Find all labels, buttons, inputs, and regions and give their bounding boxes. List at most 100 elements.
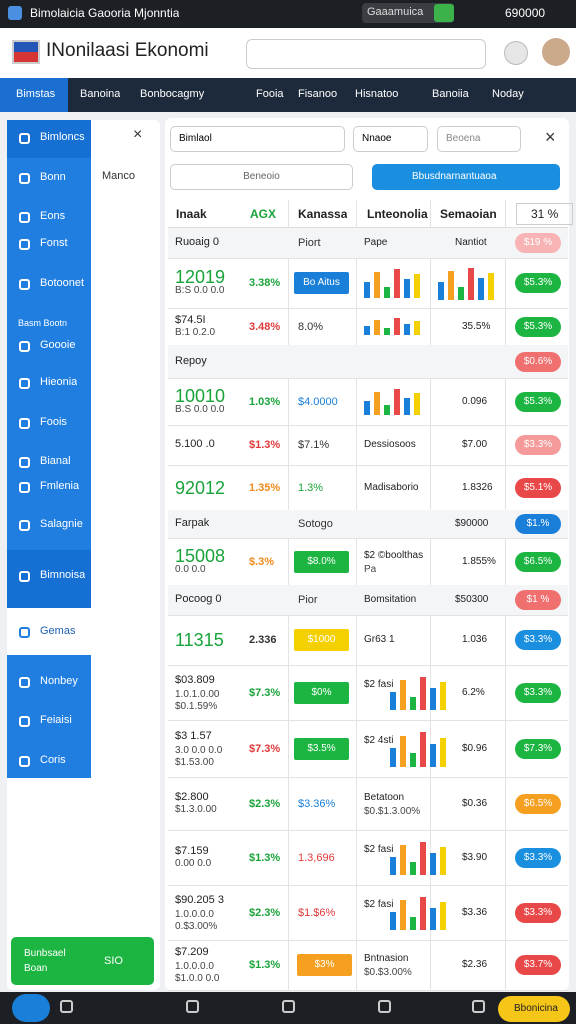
row-pct: 2.336 xyxy=(249,634,277,646)
select[interactable]: Bimlaol xyxy=(170,126,345,152)
mini-bar xyxy=(394,269,400,298)
tab[interactable]: Bonbocagmy xyxy=(140,88,205,100)
sidebar-item[interactable]: Bianal xyxy=(40,455,71,467)
settings-btn[interactable] xyxy=(504,41,528,65)
row-d: Madisaborio xyxy=(364,481,419,493)
sidebar-item[interactable]: Nonbey xyxy=(40,675,78,687)
row-c: 8.0% xyxy=(298,320,324,333)
row-sub: B:S 0.0 0.0 xyxy=(175,285,225,296)
badge: $3.3% xyxy=(515,435,561,455)
mini-bar xyxy=(364,282,370,298)
nav-icon[interactable] xyxy=(472,1000,485,1013)
row-d: $2 fasi xyxy=(364,898,394,910)
mini-bar xyxy=(390,856,396,875)
close-btn: × xyxy=(133,126,143,143)
row-d-sub: $0.$3.00% xyxy=(364,967,412,978)
action-button[interactable]: Bbusdnarnantuaoa xyxy=(372,164,560,190)
row-e: 0.096 xyxy=(462,395,488,407)
row-pct: $2.3% xyxy=(249,797,281,810)
row-sub: 0.00 0.0 xyxy=(175,857,212,869)
row-line xyxy=(168,665,568,666)
row-line xyxy=(168,777,568,778)
badge: $5.3% xyxy=(515,273,561,293)
sidebar-item[interactable]: Eons xyxy=(40,210,66,222)
row-main: $7.209 xyxy=(175,946,209,958)
nav-icon[interactable] xyxy=(60,1000,73,1013)
nav-icon[interactable] xyxy=(378,1000,391,1013)
mini-bar xyxy=(420,841,426,875)
sidebar-item[interactable]: Foois xyxy=(40,416,67,428)
bottom-button[interactable]: Bbonicina xyxy=(498,996,570,1022)
tab[interactable]: Banoina xyxy=(80,88,121,100)
sidebar-item[interactable]: Botoonet xyxy=(40,277,85,289)
mini-bar xyxy=(404,278,410,298)
badge: $19 % xyxy=(515,233,561,253)
column-header: Semaoian xyxy=(440,207,497,221)
section-row xyxy=(168,585,568,615)
header-row-line xyxy=(168,227,568,228)
mini-bar xyxy=(468,267,474,300)
mini-bar xyxy=(410,862,416,875)
mini-bar xyxy=(400,680,406,710)
tab[interactable]: Fisanoo xyxy=(298,88,338,100)
row-c: Pior xyxy=(298,594,318,606)
row-sub: 1.0.0.0.0 xyxy=(175,961,214,972)
badge: $6.5% xyxy=(515,551,561,572)
footer-title: Bunbsael xyxy=(24,948,66,959)
mini-bar xyxy=(390,911,396,930)
row-line xyxy=(168,830,568,831)
sidebar-item[interactable]: Fmlenia xyxy=(40,480,80,492)
mini-bar xyxy=(410,917,416,930)
tab[interactable]: Fooia xyxy=(256,88,284,100)
sidebar-item[interactable]: Basm Bootn xyxy=(18,318,68,328)
sidebar-item[interactable]: Feiaisi xyxy=(40,714,72,726)
sidebar-item[interactable]: Hieonia xyxy=(40,376,78,388)
row-main: $2.800 xyxy=(175,790,209,803)
sidebar-item[interactable]: Bimnoisa xyxy=(40,569,86,581)
row-d: Gr63 1 xyxy=(364,634,395,645)
sidebar-item[interactable]: Fonst xyxy=(40,237,68,249)
sidebar-item[interactable]: Coris xyxy=(40,754,66,766)
sidebar xyxy=(7,120,91,778)
sidebar-item[interactable]: Gemas xyxy=(40,625,76,637)
select[interactable]: Nnaoe xyxy=(353,126,428,152)
sidebar-item[interactable]: Bimloncs xyxy=(40,131,85,143)
tab[interactable]: Noday xyxy=(492,88,524,100)
mini-chart xyxy=(390,893,450,930)
row-e: $2.36 xyxy=(462,959,488,970)
column-header: Lnteonolia xyxy=(367,207,428,221)
mini-bar xyxy=(448,271,454,300)
mini-chart xyxy=(438,264,498,300)
row-sub: 3.0 0.0 0.0 xyxy=(175,744,223,756)
sidebar-icon xyxy=(19,239,30,250)
sidebar-footer[interactable] xyxy=(11,937,154,985)
search-box[interactable] xyxy=(246,39,486,69)
home-btn[interactable] xyxy=(12,994,50,1022)
row-sub: 0.$3.00% xyxy=(175,920,218,932)
input[interactable]: Beoena xyxy=(437,126,521,152)
nav-icon[interactable] xyxy=(282,1000,295,1013)
row-main: Repoy xyxy=(175,354,207,367)
tab[interactable]: Hisnatoo xyxy=(355,88,399,100)
sidebar-item[interactable]: Goooie xyxy=(40,339,76,351)
mini-chart xyxy=(364,386,424,415)
tab[interactable]: Bimstas xyxy=(16,88,56,100)
mini-bar xyxy=(420,896,426,930)
select[interactable]: Beneoio xyxy=(170,164,353,190)
sidebar-item[interactable]: Salagnie xyxy=(40,518,83,530)
row-line xyxy=(168,425,568,426)
status-chip: Gaaamuica xyxy=(362,3,454,23)
sidebar-icon xyxy=(19,133,30,144)
sidebar-icon xyxy=(19,677,30,688)
row-pct: $1.3% xyxy=(249,851,281,864)
column-header: AGX xyxy=(250,207,277,221)
badge: $5.3% xyxy=(515,316,561,337)
row-main: 92012 xyxy=(175,477,226,498)
sidebar-icon xyxy=(19,482,30,493)
nav-icon[interactable] xyxy=(186,1000,199,1013)
mini-bar xyxy=(374,391,380,415)
row-main: $74.5I xyxy=(175,313,206,326)
sidebar-item[interactable]: Bonn xyxy=(40,171,66,183)
tab[interactable]: Banoiia xyxy=(432,88,469,100)
row-e: $0.36 xyxy=(462,797,488,809)
